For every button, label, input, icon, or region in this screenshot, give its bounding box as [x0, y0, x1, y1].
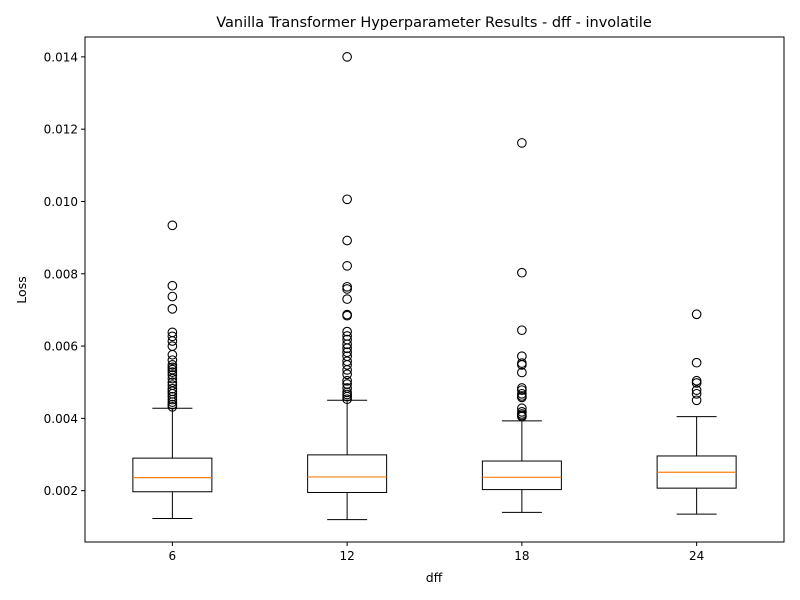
- outlier-point: [167, 291, 178, 302]
- outlier-point: [167, 360, 178, 370]
- outlier-point: [167, 397, 178, 407]
- y-tick-label: 0.010: [44, 195, 78, 209]
- x-tick-label: 18: [514, 549, 529, 563]
- outlier-point: [342, 339, 352, 350]
- x-axis-label: dff: [426, 570, 443, 585]
- outlier-point: [167, 373, 178, 384]
- outlier-point: [691, 388, 702, 399]
- outlier-point: [691, 378, 702, 388]
- chart-title: Vanilla Transformer Hyperparameter Resul…: [216, 15, 652, 31]
- outlier-point: [167, 391, 178, 402]
- outlier-point: [517, 138, 527, 148]
- plot-area: [132, 52, 737, 521]
- outlier-point: [167, 303, 178, 314]
- axes: 0.002 0.004 0.006 0.008 0.010 0.012 0.014 6 12 18…: [44, 50, 705, 563]
- outlier-point: [342, 369, 352, 380]
- x-tick-label: 6: [169, 549, 177, 563]
- box-group-24: [656, 309, 737, 515]
- y-tick-label: 0.012: [44, 123, 78, 137]
- outlier-point: [167, 367, 178, 377]
- outlier-point: [167, 280, 178, 291]
- outlier-point: [342, 284, 352, 294]
- outlier-point: [342, 394, 352, 405]
- outlier-point: [342, 260, 352, 271]
- y-axis-label: Loss: [14, 276, 29, 303]
- outlier-point: [517, 411, 527, 422]
- outlier-point: [517, 367, 527, 378]
- outlier-point: [342, 391, 352, 402]
- plot-frame: [84, 36, 785, 543]
- outlier-point: [167, 220, 178, 231]
- outlier-point: [517, 360, 527, 370]
- outlier-point: [342, 294, 352, 304]
- outlier-point: [342, 375, 352, 386]
- outlier-point: [342, 343, 352, 354]
- box-group-6: [132, 220, 213, 520]
- outlier-point: [342, 365, 352, 375]
- outlier-point: [691, 395, 702, 406]
- outlier-point: [167, 370, 178, 380]
- outlier-point: [167, 383, 178, 394]
- y-tick-label: 0.006: [44, 340, 78, 354]
- outlier-point: [167, 355, 178, 366]
- x-tick-label: 12: [339, 549, 354, 563]
- iqr-box: [132, 457, 213, 493]
- x-tick-label: 24: [689, 549, 704, 563]
- outlier-point: [517, 385, 527, 396]
- outlier-point: [342, 235, 352, 246]
- outlier-point: [691, 309, 702, 320]
- outlier-point: [517, 267, 527, 278]
- outlier-point: [167, 349, 178, 360]
- outlier-point: [517, 392, 527, 403]
- outlier-point: [342, 310, 352, 321]
- iqr-box: [481, 460, 562, 491]
- outlier-point: [167, 336, 178, 346]
- outlier-point: [342, 194, 352, 205]
- outlier-point: [691, 357, 702, 368]
- y-tick-label: 0.008: [44, 267, 78, 281]
- outlier-point: [517, 325, 527, 336]
- box-group-18: [481, 138, 562, 513]
- box-group-12: [307, 52, 388, 521]
- y-tick-label: 0.014: [44, 50, 78, 64]
- outlier-point: [167, 394, 178, 405]
- outlier-point: [342, 52, 352, 62]
- outlier-point: [167, 401, 178, 412]
- y-tick-label: 0.004: [44, 412, 78, 426]
- iqr-box: [307, 454, 388, 493]
- outlier-point: [342, 360, 352, 370]
- outlier-point: [342, 326, 352, 337]
- outlier-point: [691, 385, 702, 396]
- y-tick-label: 0.002: [44, 484, 78, 498]
- outlier-point: [167, 331, 178, 342]
